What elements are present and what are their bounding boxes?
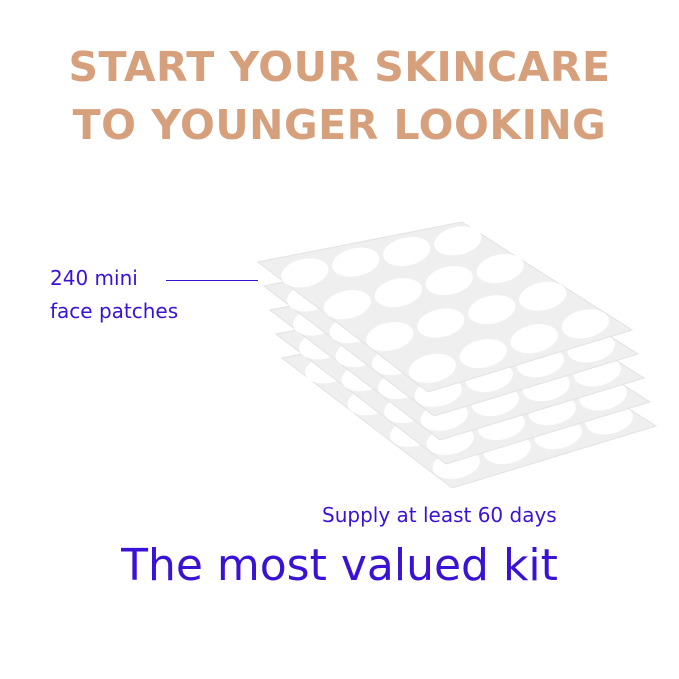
- patch: [510, 324, 558, 354]
- patch: [366, 321, 414, 352]
- patch: [281, 258, 329, 288]
- patch: [468, 295, 516, 325]
- patch: [374, 278, 422, 308]
- headline-line-2: TO YOUNGER LOOKING: [72, 101, 607, 149]
- supply-duration-label: Supply at least 60 days: [322, 503, 557, 527]
- patch: [323, 290, 371, 320]
- callout-leader-line: [166, 280, 258, 281]
- patch-count-label: 240 mini: [50, 266, 138, 290]
- patch: [459, 338, 507, 369]
- patch: [417, 308, 465, 338]
- patch: [408, 353, 456, 383]
- patch: [425, 266, 473, 296]
- headline-line-1: START YOUR SKINCARE: [68, 43, 611, 91]
- patch: [383, 236, 431, 267]
- patch: [561, 309, 609, 339]
- patch: [332, 247, 380, 277]
- patch-sheet: [256, 221, 634, 393]
- patch: [476, 253, 524, 284]
- patch-type-label: face patches: [50, 299, 179, 323]
- patch: [519, 281, 567, 311]
- tagline: The most valued kit: [121, 540, 558, 591]
- patch: [434, 226, 482, 256]
